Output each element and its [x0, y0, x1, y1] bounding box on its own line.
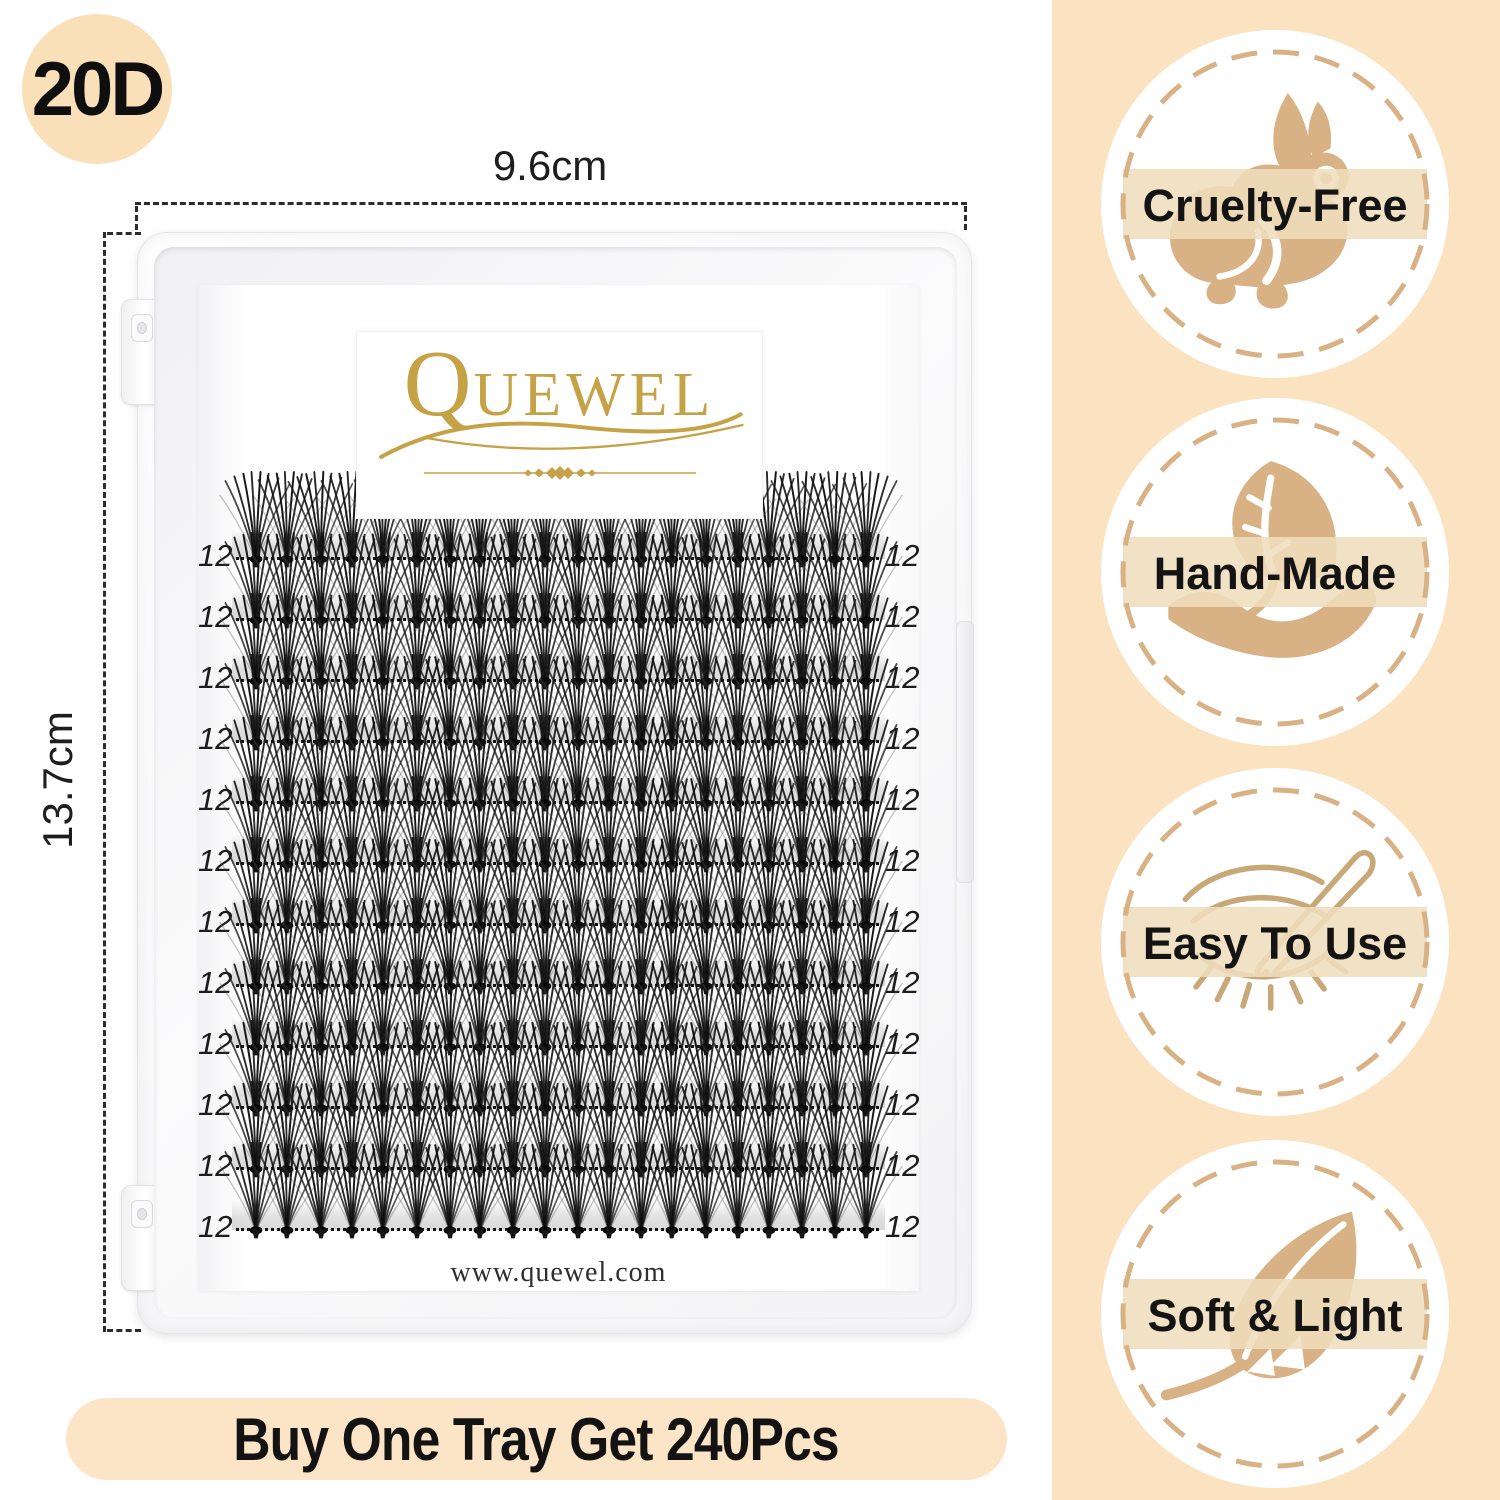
feature-badge-hand-made: Hand-Made: [1101, 398, 1449, 746]
dimension-tick: [107, 232, 141, 235]
dimension-tick: [964, 206, 967, 230]
lash-strip-dotted-line: [236, 740, 879, 743]
feature-text-band: [1123, 169, 1427, 239]
website-url: www.quewel.com: [450, 1257, 667, 1288]
dashed-ring: [1120, 417, 1430, 727]
feature-text-band: [1123, 537, 1427, 607]
tray-side-tab: [956, 621, 974, 883]
density-badge: 20D: [22, 14, 172, 164]
lash-strip-dotted-line: [236, 618, 879, 621]
logo-swoosh-icon: [378, 412, 744, 459]
feature-label: Soft & Light: [1147, 1290, 1403, 1341]
feature-text-band: [1123, 1279, 1427, 1349]
lash-length-label-right: 12: [885, 1209, 920, 1244]
tray-paper-insert: QUEWEL 12 12 12 12 12 12 12 12 12 12 12 12 12 12 12 12 1: [198, 285, 919, 1291]
lash-strip-dotted-line: [236, 984, 879, 987]
lash-strip-dotted-line: [236, 801, 879, 804]
hinge-pin: [131, 314, 153, 342]
lash-rows: 12 12 12 12 12 12 12 12 12 12 12 12 12 12 12 12 12 12 12 12…: [198, 285, 919, 1291]
lash-length-label-right: 12: [885, 1026, 920, 1061]
lash-tray: QUEWEL 12 12 12 12 12 12 12 12 12 12 12 12 12 12 12 12 1: [121, 232, 974, 1334]
height-dimension-label: 13.7cm: [34, 711, 81, 849]
lash-length-label-right: 12: [885, 1087, 920, 1122]
feature-text-band: [1123, 907, 1427, 977]
lash-strip-dotted-line: [236, 1106, 879, 1109]
lash-strip-dotted-line: [236, 679, 879, 682]
dimension-tick: [135, 206, 138, 230]
lash-length-label-right: 12: [885, 904, 920, 939]
lash-length-label-right: 12: [885, 721, 920, 756]
lash-length-label-right: 12: [885, 843, 920, 878]
feature-badge-cruelty-free: Cruelty-Free: [1101, 30, 1449, 378]
feature-label: Hand-Made: [1153, 548, 1397, 599]
feature-badge-easy-to-use: Easy To Use: [1101, 768, 1449, 1116]
hinge-pin: [131, 1200, 153, 1228]
dashed-ring: [1120, 787, 1430, 1097]
lash-strip-dotted-line: [236, 1228, 879, 1231]
lash-strip-dotted-line: [236, 1045, 879, 1048]
lash-length-label-right: 12: [885, 1148, 920, 1183]
lash-strip-dotted-line: [236, 862, 879, 865]
lash-length-label-right: 12: [885, 599, 920, 634]
lash-length-label-right: 12: [885, 965, 920, 1000]
brand-label: QUEWEL: [356, 331, 763, 519]
dashed-ring: [1120, 1159, 1430, 1469]
features-sidebar: Cruelty-Free Hand-Made: [1052, 0, 1500, 1500]
feature-badge-soft-light: Soft & Light: [1101, 1140, 1449, 1488]
brand-rest: UEWEL: [473, 361, 716, 429]
height-dimension-line: [103, 232, 141, 1332]
lash-length-label-right: 12: [885, 538, 920, 573]
lash-length-label-right: 12: [885, 660, 920, 695]
lash-length-label-left: 12: [198, 1209, 233, 1244]
lash-strip-dotted-line: [236, 557, 879, 560]
density-badge-label: 20D: [31, 46, 165, 132]
dashed-ring: [1120, 49, 1430, 359]
feature-label: Easy To Use: [1142, 918, 1408, 969]
brand-logo: QUEWEL: [404, 337, 716, 431]
lash-strip-dotted-line: [236, 1167, 879, 1170]
dimension-tick: [107, 1329, 141, 1332]
brand-initial: Q: [403, 332, 474, 436]
lash-length-label-right: 12: [885, 782, 920, 817]
promo-banner: Buy One Tray Get 240Pcs: [66, 1398, 1007, 1480]
feature-label: Cruelty-Free: [1142, 180, 1408, 231]
lash-strip-dotted-line: [236, 923, 879, 926]
promo-banner-text: Buy One Tray Get 240Pcs: [233, 1405, 840, 1473]
logo-divider-icon: [423, 466, 696, 480]
width-dimension-label: 9.6cm: [492, 142, 608, 189]
width-dimension-line: [135, 202, 967, 230]
